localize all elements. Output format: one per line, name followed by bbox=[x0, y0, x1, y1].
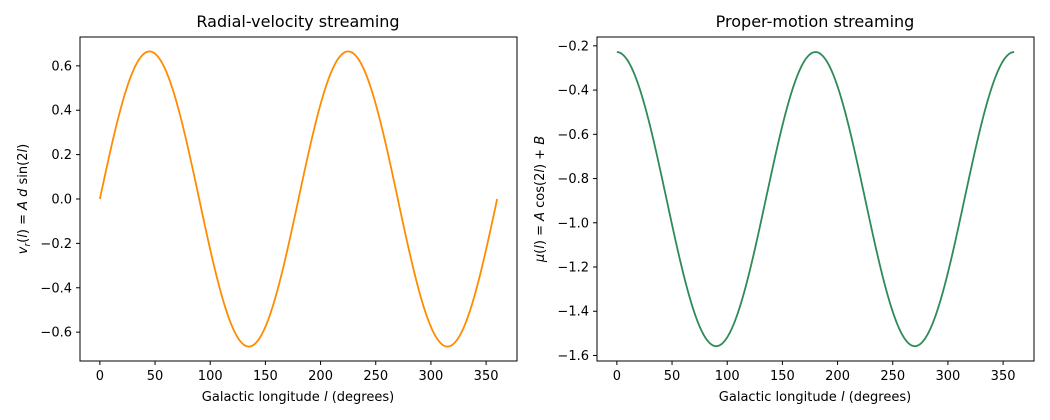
y-ticks: −1.6 −1.4 −1.2 −1.0 −0.8 −0.6 −0.4 −0.2 bbox=[557, 39, 597, 364]
y-tick-label: −0.8 bbox=[557, 172, 589, 187]
y-tick-label: −0.6 bbox=[557, 128, 589, 143]
chart-radial-velocity: Radial-velocity streaming −0.6 −0.4 −0.2 0.… bbox=[16, 12, 518, 405]
y-tick-label: 0.2 bbox=[51, 148, 72, 163]
y-tick-label: −1.6 bbox=[557, 349, 589, 364]
y-tick-label: 0.0 bbox=[51, 193, 72, 208]
x-ticks: 0 50 100 150 200 250 300 350 bbox=[96, 361, 499, 384]
chart-proper-motion: Proper-motion streaming −1.6 −1.4 −1.2 −1.0… bbox=[533, 12, 1035, 405]
x-tick-label: 100 bbox=[198, 369, 223, 384]
x-tick-label: 50 bbox=[147, 369, 164, 384]
x-tick-label: 200 bbox=[825, 369, 850, 384]
x-tick-label: 250 bbox=[880, 369, 905, 384]
y-tick-label: 0.6 bbox=[51, 59, 72, 74]
y-axis-label: vr(l) = A d sin(2l) bbox=[16, 144, 33, 254]
y-tick-label: −0.2 bbox=[557, 39, 589, 54]
x-tick-label: 50 bbox=[664, 369, 681, 384]
x-tick-label: 0 bbox=[96, 369, 104, 384]
x-tick-label: 350 bbox=[474, 369, 499, 384]
y-tick-label: −0.6 bbox=[40, 326, 72, 341]
y-tick-label: 0.4 bbox=[51, 104, 72, 119]
y-tick-label: −0.4 bbox=[557, 84, 589, 99]
x-axis-label: Galactic longitude l (degrees) bbox=[719, 390, 911, 405]
x-tick-label: 150 bbox=[770, 369, 795, 384]
chart-title: Proper-motion streaming bbox=[716, 12, 915, 31]
x-tick-label: 250 bbox=[363, 369, 388, 384]
y-tick-label: −0.2 bbox=[40, 237, 72, 252]
x-tick-label: 300 bbox=[936, 369, 961, 384]
x-tick-label: 200 bbox=[308, 369, 333, 384]
series-line bbox=[98, 50, 499, 348]
plot-frame bbox=[79, 36, 518, 362]
x-ticks: 0 50 100 150 200 250 300 350 bbox=[613, 361, 1016, 384]
y-tick-label: −1.4 bbox=[557, 305, 589, 320]
chart-title: Radial-velocity streaming bbox=[196, 12, 399, 31]
y-tick-label: −1.0 bbox=[557, 216, 589, 231]
x-tick-label: 0 bbox=[613, 369, 621, 384]
series-group bbox=[616, 51, 1015, 348]
x-tick-label: 300 bbox=[419, 369, 444, 384]
y-ticks: −0.6 −0.4 −0.2 0.0 0.2 0.4 0.6 bbox=[40, 59, 80, 341]
series-group bbox=[98, 50, 499, 348]
x-tick-label: 100 bbox=[715, 369, 740, 384]
x-axis-label: Galactic longitude l (degrees) bbox=[202, 390, 394, 405]
series-line bbox=[616, 51, 1015, 348]
y-axis-label: μ(l) = A cos(2l) + B bbox=[533, 136, 548, 263]
x-tick-label: 350 bbox=[991, 369, 1016, 384]
y-tick-label: −1.2 bbox=[557, 261, 589, 276]
x-tick-label: 150 bbox=[253, 369, 278, 384]
plot-frame bbox=[596, 36, 1035, 362]
y-tick-label: −0.4 bbox=[40, 281, 72, 296]
